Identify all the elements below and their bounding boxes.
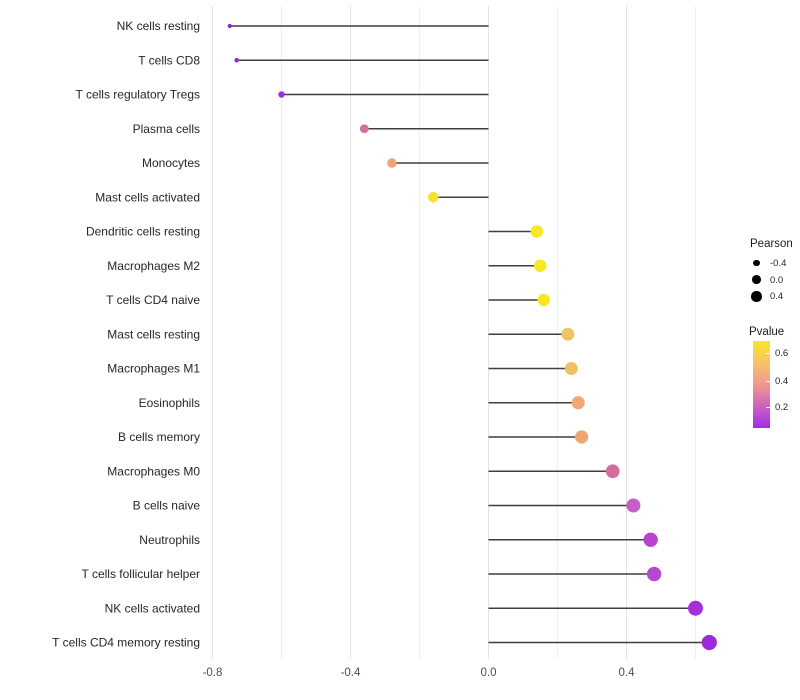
category-label: T cells CD4 naive: [106, 293, 200, 307]
legend-pvalue-title: Pvalue: [749, 326, 785, 338]
legend-size-dot-medium: [752, 275, 761, 284]
lollipop-dot: [626, 498, 641, 513]
lollipop-dot: [227, 23, 232, 29]
lollipop-dot: [530, 225, 544, 238]
lollipop-dot: [575, 430, 589, 444]
lollipop-dot: [643, 532, 658, 547]
category-label: Plasma cells: [133, 122, 200, 136]
category-label: Neutrophils: [139, 533, 200, 547]
colorbar-tick: [766, 407, 770, 408]
lollipop-dot: [605, 464, 620, 479]
lollipop-dot: [688, 600, 703, 616]
category-label: Macrophages M1: [107, 362, 200, 376]
legend-pvalue-tick-06: 0.6: [775, 348, 789, 359]
lollipop-dot: [387, 158, 397, 168]
category-label: T cells follicular helper: [82, 567, 201, 581]
lollipop-dot: [564, 361, 578, 376]
lollipop-dot: [561, 327, 575, 341]
lollipop-dot: [537, 293, 550, 307]
category-label: NK cells resting: [117, 19, 200, 33]
lollipop-dot: [359, 124, 369, 134]
lollipop-dot: [534, 259, 547, 272]
category-label: Macrophages M2: [107, 259, 200, 273]
legend-size-dot-large: [751, 291, 762, 302]
legend-pearson-title: Pearson: [750, 238, 793, 250]
x-tick-label: -0.8: [203, 667, 223, 679]
lollipop-dot: [428, 192, 439, 203]
legend-pvalue-tick-04: 0.4: [775, 376, 789, 387]
pvalue-colorbar: [753, 341, 770, 428]
lollipop-dot: [234, 57, 239, 63]
lollipop-dot: [571, 396, 585, 410]
category-label: T cells CD8: [138, 53, 200, 67]
category-label: NK cells activated: [105, 601, 200, 615]
category-label: Monocytes: [142, 156, 200, 170]
legend-size-dot-small: [753, 259, 760, 267]
category-label: Eosinophils: [139, 396, 200, 410]
legend-pvalue-tick-02: 0.2: [775, 402, 789, 413]
category-label: Mast cells resting: [107, 327, 200, 341]
legend-size-label-large: 0.4: [770, 291, 784, 302]
x-tick-label: -0.4: [341, 667, 361, 679]
colorbar-tick: [766, 353, 770, 354]
x-tick-label: 0.4: [619, 667, 636, 679]
x-tick-label: 0.0: [481, 667, 497, 679]
category-label: T cells CD4 memory resting: [52, 636, 200, 650]
legend-size-label-small: -0.4: [770, 258, 787, 269]
colorbar-tick: [766, 381, 770, 382]
legend-size-label-medium: 0.0: [770, 275, 784, 286]
category-label: Macrophages M0: [107, 464, 200, 478]
category-label: T cells regulatory Tregs: [76, 88, 201, 102]
category-label: B cells memory: [118, 430, 200, 444]
lollipop-dot: [278, 91, 285, 98]
lollipop-dot: [646, 566, 662, 582]
category-label: Dendritic cells resting: [86, 225, 200, 239]
category-label: B cells naive: [133, 499, 201, 513]
lollipop-dot: [701, 634, 717, 651]
category-label: Mast cells activated: [95, 190, 200, 204]
